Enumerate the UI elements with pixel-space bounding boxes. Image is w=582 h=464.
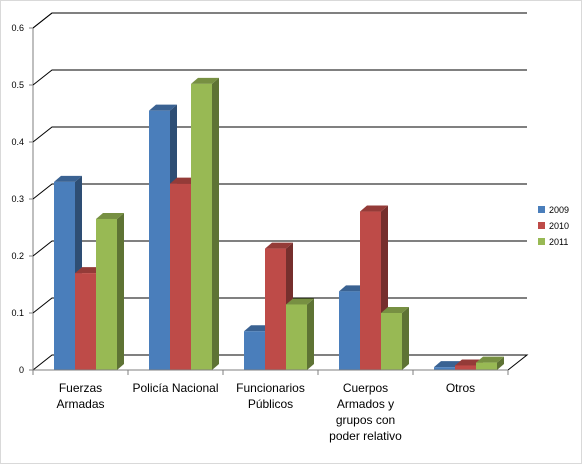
- gridline: [32, 183, 527, 200]
- legend-label-2009: 2009: [549, 205, 569, 215]
- bar-front: [476, 362, 497, 370]
- x-tick-label: Otros: [446, 381, 475, 395]
- legend-label-2011: 2011: [549, 237, 568, 247]
- bar-side: [497, 356, 504, 370]
- bars: [32, 77, 509, 375]
- bar-top: [96, 212, 124, 219]
- bar-top: [265, 242, 293, 249]
- bar-2011-4: [476, 356, 504, 370]
- bar-2011-3: [381, 307, 409, 370]
- gridline: [32, 69, 527, 86]
- bar-top: [149, 104, 177, 111]
- y-tick-label: 0.1: [11, 308, 24, 318]
- x-tick-label: Cuerpos Armados y grupos con poder relativo: [329, 381, 402, 443]
- bar-front: [455, 365, 476, 370]
- x-axis-labels: Fuerzas Armadas Policía Nacional Funcionari…: [56, 381, 475, 443]
- x-tick-label: Funcionarios Públicos: [236, 381, 305, 411]
- bar-front: [381, 313, 402, 370]
- gridline: [32, 126, 527, 143]
- bar-side: [212, 77, 219, 371]
- bar-2010-3: [360, 205, 388, 370]
- bar-front: [75, 273, 96, 370]
- legend-swatch-2010: [538, 222, 545, 229]
- bar-front: [170, 183, 191, 370]
- bar-front: [265, 248, 286, 370]
- y-tick-label: 0.2: [11, 251, 24, 261]
- bar-2011-1: [191, 77, 219, 371]
- bar-2011-2: [286, 298, 314, 370]
- bar-front: [286, 304, 307, 370]
- x-tick-label: Policía Nacional: [132, 381, 218, 395]
- y-tick-label: 0.3: [11, 194, 24, 204]
- bar-front: [244, 331, 265, 370]
- bar-top: [286, 298, 314, 305]
- y-tick-label: 0: [19, 365, 24, 375]
- bar-side: [307, 298, 314, 370]
- bar-front: [434, 367, 455, 370]
- bar-front: [54, 181, 75, 370]
- bar-front: [339, 291, 360, 370]
- legend-label-2010: 2010: [549, 221, 569, 231]
- y-tick-label: 0.6: [11, 23, 24, 33]
- bar-side: [402, 307, 409, 370]
- bar-top: [191, 77, 219, 84]
- legend: 2009 2010 2011: [538, 205, 569, 247]
- bar-top: [54, 175, 82, 182]
- legend-swatch-2011: [538, 238, 545, 245]
- x-tick-label: Fuerzas Armadas: [56, 381, 104, 411]
- y-tick-label: 0.5: [11, 80, 24, 90]
- bar-2011-0: [96, 212, 124, 370]
- bar-front: [191, 83, 212, 371]
- bar-top: [360, 205, 388, 212]
- y-axis-ticks: 0 0.1 0.2 0.3 0.4 0.5 0.6: [11, 23, 33, 375]
- bar-side: [117, 212, 124, 370]
- legend-swatch-2009: [538, 206, 545, 213]
- bar-top: [381, 307, 409, 313]
- bar-top: [476, 356, 504, 363]
- y-tick-label: 0.4: [11, 137, 24, 147]
- bar-front: [96, 218, 117, 370]
- gridline: [32, 12, 527, 29]
- bar-front: [149, 110, 170, 371]
- bar-front: [360, 211, 381, 370]
